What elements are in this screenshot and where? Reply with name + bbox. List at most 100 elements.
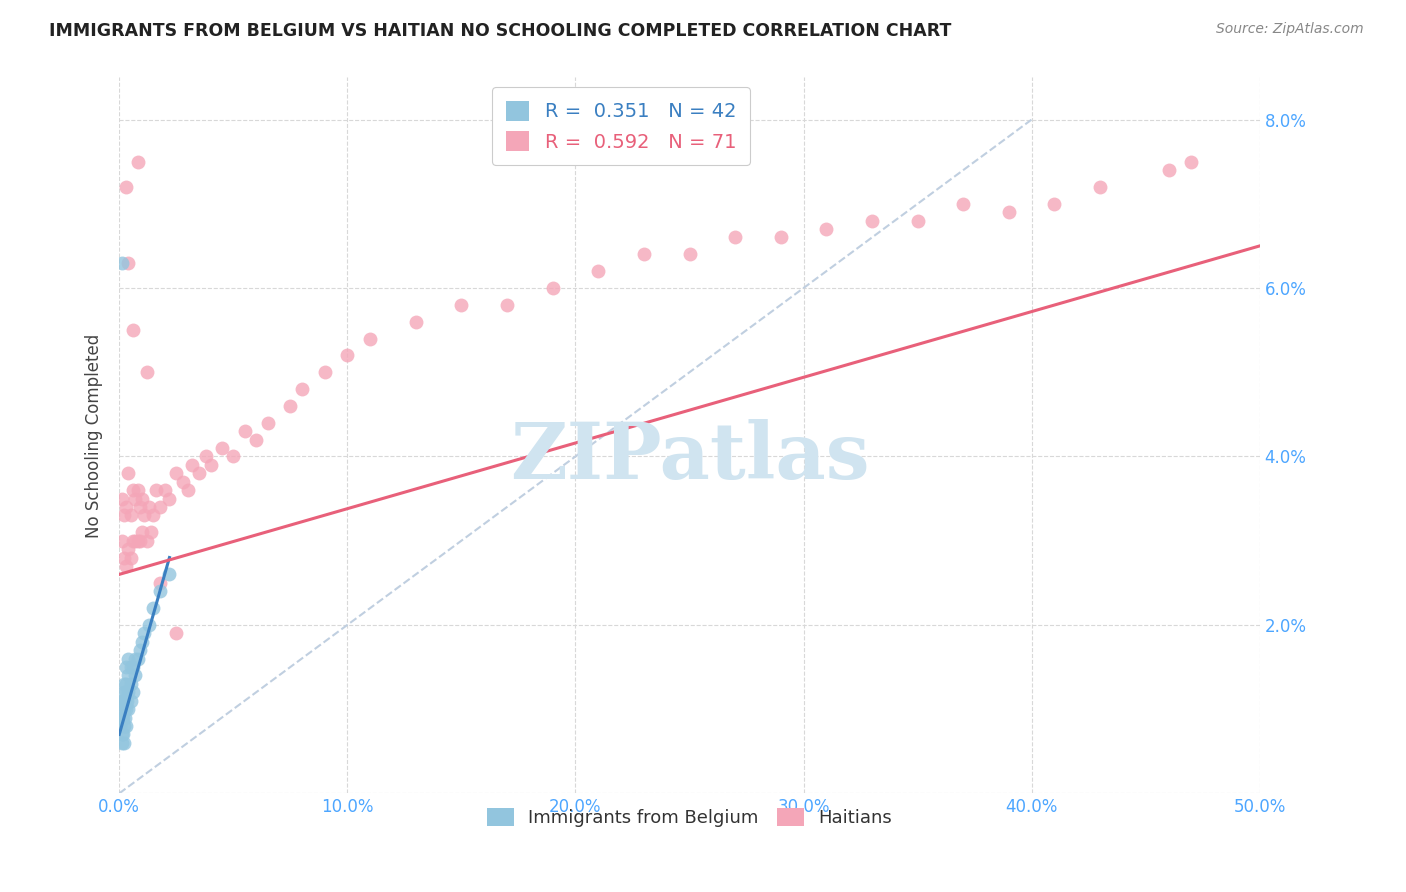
Point (115, 677, 138, 691)
Point (117, 702, 139, 716)
Point (115, 180, 138, 194)
Point (122, 323, 145, 337)
Point (117, 668, 139, 682)
Point (111, 710, 134, 724)
Point (115, 719, 138, 733)
Point (211, 441, 233, 455)
Point (153, 483, 176, 497)
Point (124, 491, 146, 506)
Point (135, 533, 157, 548)
Point (159, 567, 181, 582)
Point (1043, 196, 1066, 211)
Point (120, 550, 142, 565)
Point (111, 727, 134, 741)
Point (769, 230, 792, 244)
Point (114, 710, 136, 724)
Point (124, 533, 146, 548)
Point (291, 382, 314, 396)
Point (112, 677, 135, 691)
Point (952, 196, 974, 211)
Point (110, 736, 132, 750)
Point (122, 483, 145, 497)
Point (134, 626, 156, 640)
Point (280, 399, 302, 413)
Text: ZIPatlas: ZIPatlas (510, 419, 869, 495)
Point (122, 660, 145, 674)
Point (120, 677, 142, 691)
Point (112, 685, 135, 699)
Point (117, 542, 139, 557)
Point (496, 298, 519, 312)
Point (112, 719, 135, 733)
Point (131, 491, 153, 506)
Point (177, 483, 200, 497)
Point (159, 491, 181, 506)
Point (724, 230, 747, 244)
Point (114, 694, 136, 708)
Point (222, 450, 245, 464)
Point (124, 668, 146, 682)
Point (134, 508, 156, 523)
Point (815, 222, 838, 236)
Point (117, 651, 139, 665)
Point (110, 710, 132, 724)
Point (120, 660, 142, 674)
Point (110, 719, 132, 733)
Point (860, 213, 883, 227)
Point (181, 458, 204, 472)
Point (127, 483, 149, 497)
Point (127, 651, 149, 665)
Point (359, 332, 381, 346)
Point (124, 651, 146, 665)
Point (165, 626, 187, 640)
Point (633, 247, 655, 261)
Point (128, 533, 150, 548)
Point (128, 500, 150, 514)
Text: Source: ZipAtlas.com: Source: ZipAtlas.com (1216, 22, 1364, 37)
Point (115, 500, 138, 514)
Point (233, 424, 256, 438)
Point (194, 450, 217, 464)
Point (115, 558, 138, 573)
Point (117, 256, 139, 270)
Point (405, 315, 427, 329)
Point (127, 533, 149, 548)
Point (1180, 154, 1202, 169)
Point (314, 365, 336, 379)
Y-axis label: No Schooling Completed: No Schooling Completed (86, 334, 103, 538)
Point (115, 685, 138, 699)
Point (149, 584, 172, 599)
Point (112, 702, 135, 716)
Point (135, 365, 157, 379)
Point (678, 247, 700, 261)
Point (110, 491, 132, 506)
Point (200, 458, 222, 472)
Point (110, 256, 132, 270)
Point (1157, 163, 1180, 178)
Point (122, 533, 145, 548)
Point (256, 416, 278, 430)
Point (142, 601, 165, 615)
Point (138, 618, 160, 632)
Point (128, 643, 150, 657)
Point (588, 264, 610, 278)
Point (117, 467, 139, 481)
Point (450, 298, 472, 312)
Point (112, 736, 135, 750)
Point (112, 694, 135, 708)
Point (117, 685, 139, 699)
Point (115, 660, 138, 674)
Point (110, 694, 132, 708)
Point (142, 508, 165, 523)
Point (165, 467, 187, 481)
Point (907, 213, 929, 227)
Point (112, 550, 135, 565)
Text: IMMIGRANTS FROM BELGIUM VS HAITIAN NO SCHOOLING COMPLETED CORRELATION CHART: IMMIGRANTS FROM BELGIUM VS HAITIAN NO SC… (49, 22, 952, 40)
Point (110, 727, 132, 741)
Point (541, 281, 564, 295)
Point (112, 508, 135, 523)
Point (127, 154, 149, 169)
Point (998, 205, 1021, 219)
Point (1088, 180, 1111, 194)
Point (120, 694, 142, 708)
